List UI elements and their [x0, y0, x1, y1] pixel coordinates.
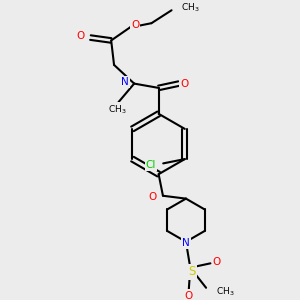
Text: CH$_3$: CH$_3$ — [181, 1, 200, 13]
Text: Cl: Cl — [146, 160, 156, 170]
Text: N: N — [182, 238, 190, 248]
Text: N: N — [121, 77, 129, 87]
Text: CH$_3$: CH$_3$ — [216, 286, 235, 298]
Text: O: O — [180, 79, 189, 88]
Text: O: O — [148, 192, 157, 202]
Text: O: O — [213, 257, 221, 267]
Text: O: O — [131, 20, 139, 30]
Text: O: O — [76, 31, 84, 41]
Text: O: O — [185, 291, 193, 300]
Text: CH$_3$: CH$_3$ — [108, 103, 126, 116]
Text: S: S — [188, 266, 195, 278]
